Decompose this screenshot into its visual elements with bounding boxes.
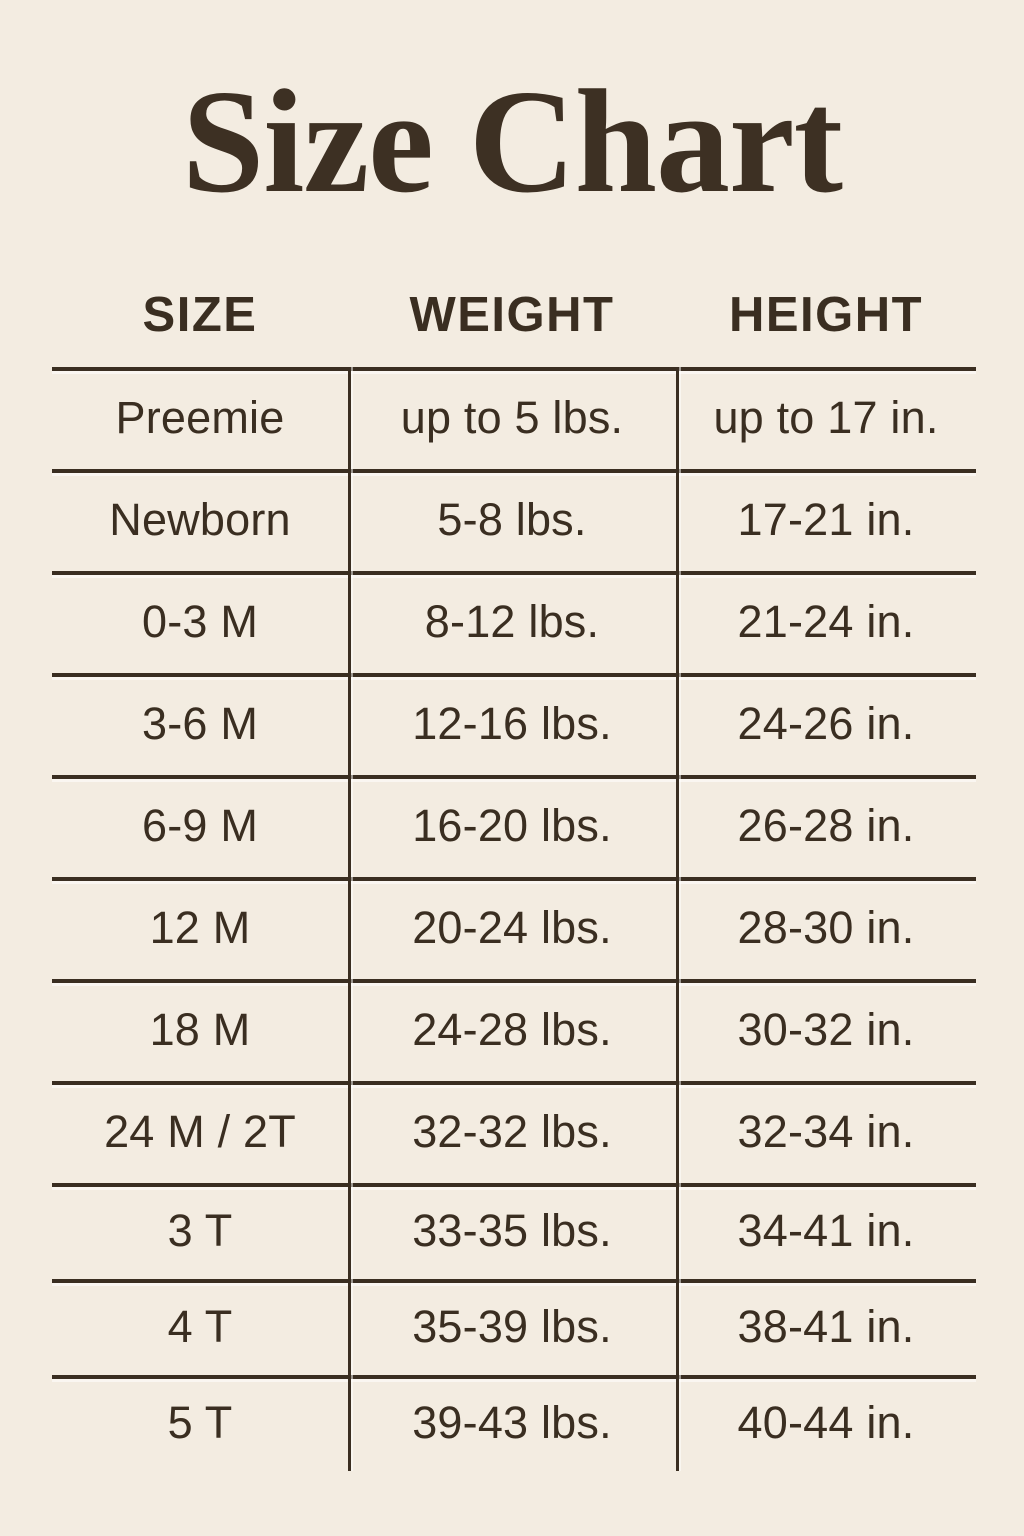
table-row: 5 T 39-43 lbs. 40-44 in.: [52, 1375, 976, 1471]
cell-size: 0-3 M: [141, 596, 259, 647]
cell-height: 26-28 in.: [737, 800, 915, 851]
cell-height: up to 17 in.: [713, 392, 939, 443]
table-row: 0-3 M 8-12 lbs. 21-24 in.: [52, 571, 976, 673]
size-chart-table: SIZE WEIGHT HEIGHT Preemie up to 5 lbs. …: [52, 268, 976, 1471]
cell-size: 18 M: [149, 1004, 251, 1055]
cell-size: 4 T: [167, 1301, 233, 1352]
column-header-size: SIZE: [142, 287, 258, 342]
table-body: Preemie up to 5 lbs. up to 17 in. Newbor…: [52, 367, 976, 1471]
cell-height: 38-41 in.: [737, 1301, 915, 1352]
cell-size: 24 M / 2T: [104, 1106, 296, 1157]
cell-weight: 20-24 lbs.: [412, 902, 612, 953]
cell-size: Preemie: [115, 392, 285, 443]
cell-size: Newborn: [109, 494, 291, 545]
column-header-height: HEIGHT: [728, 287, 924, 342]
cell-height: 30-32 in.: [737, 1004, 915, 1055]
cell-size: 6-9 M: [141, 800, 259, 851]
cell-weight: 35-39 lbs.: [412, 1301, 612, 1352]
cell-weight: 24-28 lbs.: [412, 1004, 612, 1055]
cell-weight: up to 5 lbs.: [400, 392, 624, 443]
cell-size: 5 T: [167, 1397, 233, 1448]
column-header-weight: WEIGHT: [409, 287, 615, 342]
table-row: 3 T 33-35 lbs. 34-41 in.: [52, 1183, 976, 1279]
cell-weight: 16-20 lbs.: [412, 800, 612, 851]
table-row: 6-9 M 16-20 lbs. 26-28 in.: [52, 775, 976, 877]
cell-weight: 32-32 lbs.: [412, 1106, 612, 1157]
table-row: Preemie up to 5 lbs. up to 17 in.: [52, 367, 976, 469]
table-row: 24 M / 2T 32-32 lbs. 32-34 in.: [52, 1081, 976, 1183]
cell-size: 3 T: [167, 1205, 233, 1256]
cell-weight: 5-8 lbs.: [437, 494, 587, 545]
table-row: 3-6 M 12-16 lbs. 24-26 in.: [52, 673, 976, 775]
table-row: 12 M 20-24 lbs. 28-30 in.: [52, 877, 976, 979]
cell-size: 12 M: [149, 902, 251, 953]
cell-weight: 39-43 lbs.: [412, 1397, 612, 1448]
cell-weight: 33-35 lbs.: [412, 1205, 612, 1256]
cell-size: 3-6 M: [141, 698, 259, 749]
cell-height: 34-41 in.: [737, 1205, 915, 1256]
table-row: Newborn 5-8 lbs. 17-21 in.: [52, 469, 976, 571]
page-title: Size Chart: [182, 60, 843, 224]
cell-height: 24-26 in.: [737, 698, 915, 749]
cell-weight: 12-16 lbs.: [412, 698, 612, 749]
table-header-row: SIZE WEIGHT HEIGHT: [52, 268, 976, 367]
cell-height: 28-30 in.: [737, 902, 915, 953]
cell-height: 40-44 in.: [737, 1397, 915, 1448]
cell-height: 21-24 in.: [737, 596, 915, 647]
cell-height: 17-21 in.: [737, 494, 915, 545]
table-row: 18 M 24-28 lbs. 30-32 in.: [52, 979, 976, 1081]
cell-weight: 8-12 lbs.: [424, 596, 600, 647]
table-row: 4 T 35-39 lbs. 38-41 in.: [52, 1279, 976, 1375]
cell-height: 32-34 in.: [737, 1106, 915, 1157]
